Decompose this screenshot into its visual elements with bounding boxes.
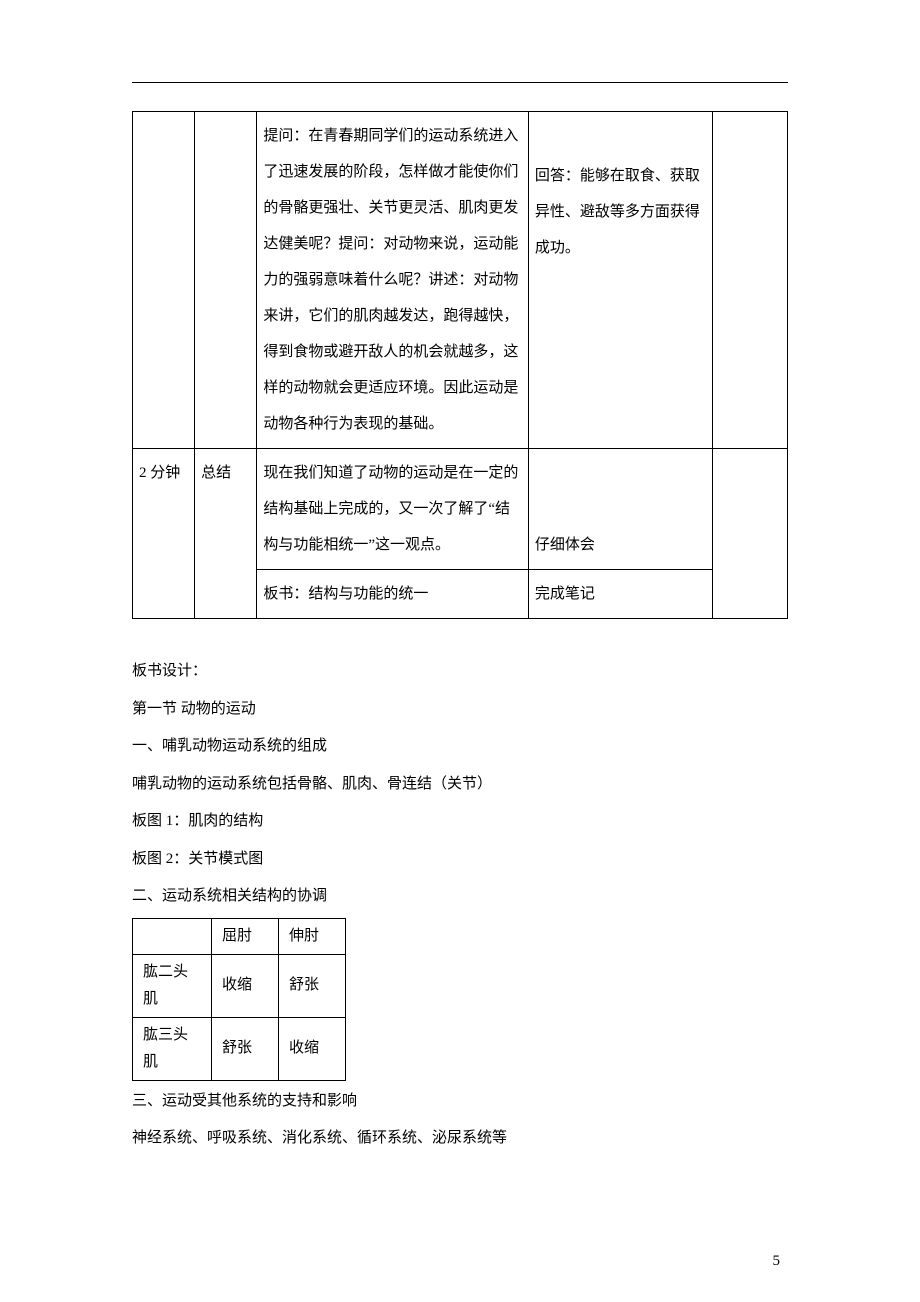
note-cell <box>713 449 788 619</box>
teacher-activity-cell: 提问：在青春期同学们的运动系统进入了迅速发展的阶段，怎样做才能使你们的骨骼更强壮… <box>257 112 529 449</box>
student-activity-cell: 回答：能够在取食、获取异性、避敌等多方面获得成功。 <box>528 112 712 449</box>
board-heading: 板书设计： <box>132 653 788 691</box>
stage-cell: 总结 <box>195 449 257 619</box>
muscle-table-header-cell: 屈肘 <box>212 918 279 954</box>
muscle-table-header-cell <box>133 918 212 954</box>
muscle-table-cell: 收缩 <box>279 1017 346 1080</box>
board-line: 神经系统、呼吸系统、消化系统、循环系统、泌尿系统等 <box>132 1120 788 1158</box>
board-design-section: 板书设计： 第一节 动物的运动一、哺乳动物运动系统的组成哺乳动物的运动系统包括骨… <box>132 653 788 1158</box>
teacher-activity-cell: 板书：结构与功能的统一 <box>257 570 529 619</box>
student-activity-cell: 仔细体会 <box>528 449 712 570</box>
note-cell <box>713 112 788 449</box>
board-line: 二、运动系统相关结构的协调 <box>132 878 788 916</box>
stage-cell <box>195 112 257 449</box>
muscle-table-cell: 收缩 <box>212 954 279 1017</box>
teacher-activity-cell: 现在我们知道了动物的运动是在一定的结构基础上完成的，又一次了解了“结构与功能相统… <box>257 449 529 570</box>
board-line: 哺乳动物的运动系统包括骨骼、肌肉、骨连结（关节） <box>132 766 788 804</box>
document-page: 提问：在青春期同学们的运动系统进入了迅速发展的阶段，怎样做才能使你们的骨骼更强壮… <box>0 0 920 1302</box>
time-cell <box>133 112 195 449</box>
board-line: 一、哺乳动物运动系统的组成 <box>132 728 788 766</box>
board-line: 三、运动受其他系统的支持和影响 <box>132 1083 788 1121</box>
muscle-table-cell: 舒张 <box>212 1017 279 1080</box>
time-cell: 2 分钟 <box>133 449 195 619</box>
board-line: 板图 2：关节模式图 <box>132 841 788 879</box>
top-horizontal-rule <box>132 82 788 83</box>
board-line: 第一节 动物的运动 <box>132 691 788 729</box>
muscle-state-table: 屈肘伸肘肱二头肌收缩舒张肱三头肌舒张收缩 <box>132 918 346 1081</box>
student-activity-cell: 完成笔记 <box>528 570 712 619</box>
muscle-table-header-cell: 伸肘 <box>279 918 346 954</box>
muscle-table-cell: 肱三头肌 <box>133 1017 212 1080</box>
muscle-table-cell: 舒张 <box>279 954 346 1017</box>
board-line: 板图 1：肌肉的结构 <box>132 803 788 841</box>
page-number: 5 <box>773 1253 781 1270</box>
lesson-plan-table: 提问：在青春期同学们的运动系统进入了迅速发展的阶段，怎样做才能使你们的骨骼更强壮… <box>132 111 788 619</box>
muscle-table-cell: 肱二头肌 <box>133 954 212 1017</box>
